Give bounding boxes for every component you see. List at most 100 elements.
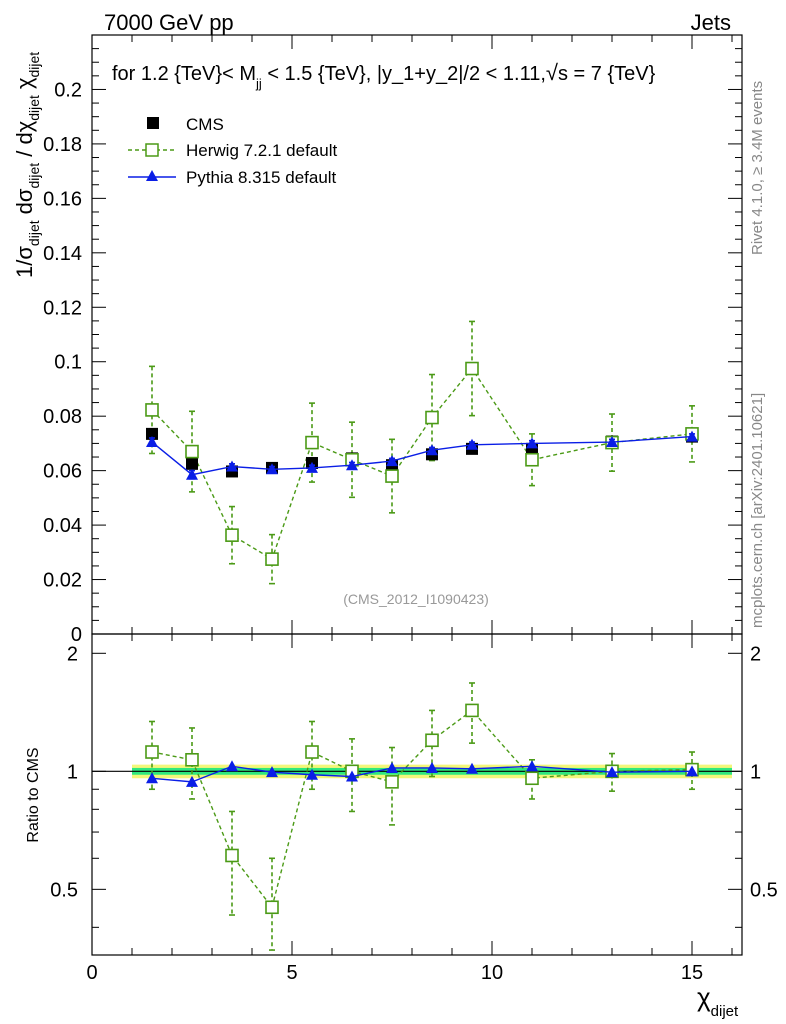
ratio-pythia-point [306, 768, 318, 780]
title-sub: jj [255, 76, 262, 91]
y-tick-label: 0.04 [43, 515, 82, 537]
y-tick-label: 0 [71, 624, 82, 646]
y-tick-label: 0.18 [43, 134, 82, 156]
ratio-pythia-point [426, 761, 438, 773]
legend-herwig-marker [145, 143, 159, 157]
legend-pythia-marker [146, 170, 158, 181]
y-tick-label: 0.02 [43, 570, 82, 592]
main-ylabel: 1/σdijetdσdijet / dχdijetχdijet [12, 52, 42, 278]
title-end: s = 7 {TeV} [558, 63, 656, 85]
pythia-point [146, 436, 158, 448]
ratio-pythia-point [466, 762, 478, 774]
y-tick-label: 0.12 [43, 297, 82, 319]
pythia-point [426, 444, 438, 456]
ylabel-dijet-3: dijet [26, 95, 42, 121]
ratio-pythia-point [226, 760, 238, 772]
ratio-pythia-point [386, 761, 398, 773]
ratio-pythia-point [346, 770, 358, 782]
x-label-main: χ [697, 982, 711, 1012]
ratio-herwig-line [151, 709, 693, 909]
ratio-pythia-point [526, 760, 538, 772]
ratio-frame [91, 633, 743, 956]
pythia-point [266, 463, 278, 475]
y-tick-label: 0.16 [43, 188, 82, 210]
ratio-herwig-point [465, 703, 479, 718]
herwig-point [385, 469, 399, 483]
pythia-point [466, 438, 478, 450]
x-tick-label: 0 [86, 962, 97, 984]
y-tick-label: 0.2 [54, 79, 82, 101]
ratio-pythia-point [686, 765, 698, 777]
ratio-tick-label-right: 2 [750, 643, 761, 665]
title-suffix: < 1.5 {TeV}, |y_1+y_2|/2 < 1.11, [262, 63, 546, 85]
ratio-tick-label-right: 0.5 [750, 879, 778, 901]
ylabel-chi: χ [12, 77, 37, 89]
legend-herwig-label: Herwig 7.2.1 default [186, 141, 337, 160]
ratio-herwig-point [385, 775, 399, 789]
herwig-point [185, 444, 199, 459]
herwig-line [151, 367, 693, 561]
ylabel-slash: / dχ [12, 120, 37, 163]
ylabel-dijet-1: dijet [26, 220, 42, 246]
y-tick-label: 0.08 [43, 406, 82, 428]
header-right: Jets [691, 10, 731, 35]
herwig-point [425, 410, 439, 425]
main-panel: 0 0.02 0.04 0.06 0.08 0.1 0.12 0.14 0.16 0.18 0.2 [43, 34, 743, 646]
herwig-point [265, 552, 279, 566]
ratio-herwig-point [225, 848, 239, 863]
pythia-point [346, 459, 358, 471]
ratio-herwig-point [525, 771, 539, 786]
x-label-sub: dijet [711, 1003, 739, 1020]
ratio-tick-label-left: 2 [67, 643, 78, 665]
legend-cms-label: CMS [186, 115, 224, 134]
pythia-point [226, 460, 238, 472]
ratio-tick-label-right: 1 [750, 761, 761, 783]
ratio-tick-label-left: 1 [67, 761, 78, 783]
title-prefix: for 1.2 {TeV}< M [112, 63, 256, 85]
pythia-point [306, 461, 318, 473]
x-axis-label: χdijet [697, 982, 739, 1020]
pythia-point [186, 468, 198, 480]
cms-point [146, 427, 158, 440]
ylabel-dijet-4: dijet [26, 52, 42, 78]
ratio-herwig-point [425, 733, 439, 748]
x-tick-label: 10 [481, 962, 503, 984]
analysis-watermark: (CMS_2012_I1090423) [343, 591, 489, 607]
ratio-tick-label-left: 0.5 [50, 879, 78, 901]
legend-cms-marker [147, 117, 159, 129]
herwig-point [145, 403, 159, 417]
ratio-panel: 0 5 10 15 0.5 0.5 1 1 2 2 [50, 633, 778, 984]
header-left: 7000 GeV pp [104, 10, 234, 35]
plot-title: for 1.2 {TeV}< Mjj < 1.5 {TeV}, |y_1+y_2… [112, 60, 656, 91]
x-tick-label: 15 [681, 962, 703, 984]
herwig-point [225, 528, 239, 542]
ratio-herwig-point [305, 745, 319, 759]
pythia-line [151, 435, 693, 476]
herwig-point [465, 361, 479, 376]
ratio-ylabel: Ratio to CMS [25, 747, 42, 842]
y-tick-label: 0.06 [43, 461, 82, 483]
ratio-pythia-point [146, 772, 158, 784]
herwig-point [305, 435, 319, 450]
ratio-pythia-point [606, 766, 618, 778]
ylabel-dijet-2: dijet [26, 163, 42, 189]
x-tick-label: 5 [286, 962, 297, 984]
herwig-point [525, 452, 539, 467]
y-tick-label: 0.1 [54, 352, 82, 374]
cms-point [186, 457, 198, 470]
legend: CMS Herwig 7.2.1 default Pythia 8.315 de… [128, 115, 337, 187]
ratio-pythia-point [266, 766, 278, 778]
ratio-herwig-point [265, 900, 279, 915]
mcplots-label: mcplots.cern.ch [arXiv:2401.10621] [749, 393, 766, 628]
rivet-label: Rivet 4.1.0, ≥ 3.4M events [749, 81, 766, 255]
y-tick-label: 0.14 [43, 243, 82, 265]
pythia-point [386, 455, 398, 467]
pythia-point [526, 437, 538, 449]
pythia-point [686, 430, 698, 442]
ylabel-one-over: 1/σ [12, 246, 37, 278]
ratio-herwig-point [185, 752, 199, 767]
ratio-pythia-point [186, 775, 198, 787]
legend-pythia-label: Pythia 8.315 default [186, 168, 337, 187]
pythia-point [606, 436, 618, 448]
